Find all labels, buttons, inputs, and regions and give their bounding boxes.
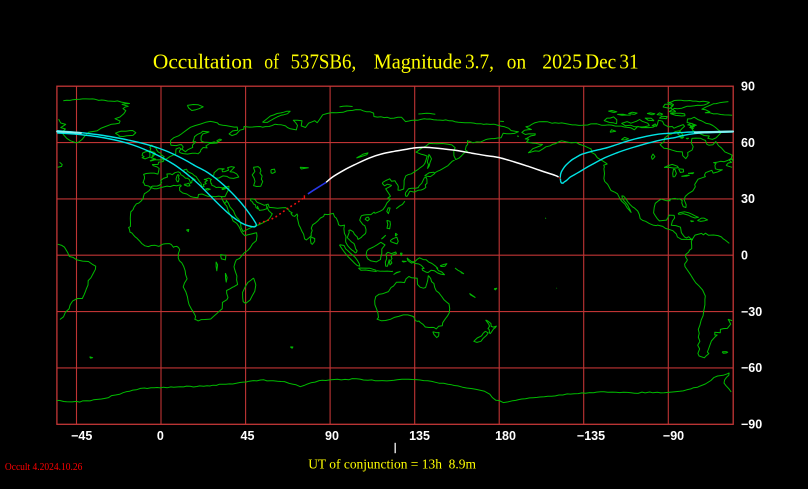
svg-text:UT of conjunction = 13h 8.9m: UT of conjunction = 13h 8.9m	[308, 457, 476, 472]
svg-text:Dec: Dec	[585, 50, 616, 74]
svg-text:45: 45	[241, 429, 255, 443]
svg-text:31: 31	[619, 50, 638, 74]
svg-text:90: 90	[325, 429, 339, 443]
svg-text:537SB6,: 537SB6,	[291, 50, 357, 74]
svg-text:Occultation: Occultation	[153, 50, 253, 74]
svg-text:−90: −90	[741, 418, 762, 432]
svg-text:0: 0	[157, 429, 164, 443]
svg-text:2025: 2025	[542, 50, 582, 74]
svg-text:180: 180	[495, 429, 516, 443]
svg-text:−45: −45	[71, 429, 92, 443]
svg-text:Occult 4.2024.10.26: Occult 4.2024.10.26	[5, 462, 83, 473]
svg-text:Magnitude: Magnitude	[374, 50, 462, 74]
svg-text:−90: −90	[663, 429, 684, 443]
svg-text:90: 90	[741, 80, 755, 94]
svg-text:60: 60	[741, 136, 755, 150]
svg-text:−60: −60	[741, 361, 762, 375]
svg-text:−135: −135	[577, 429, 605, 443]
svg-text:30: 30	[741, 192, 755, 206]
svg-text:of: of	[264, 50, 279, 74]
svg-text:3.7,: 3.7,	[465, 50, 494, 74]
svg-text:−30: −30	[741, 305, 762, 319]
svg-text:0: 0	[741, 249, 748, 263]
svg-text:on: on	[507, 50, 527, 74]
svg-text:135: 135	[409, 429, 430, 443]
